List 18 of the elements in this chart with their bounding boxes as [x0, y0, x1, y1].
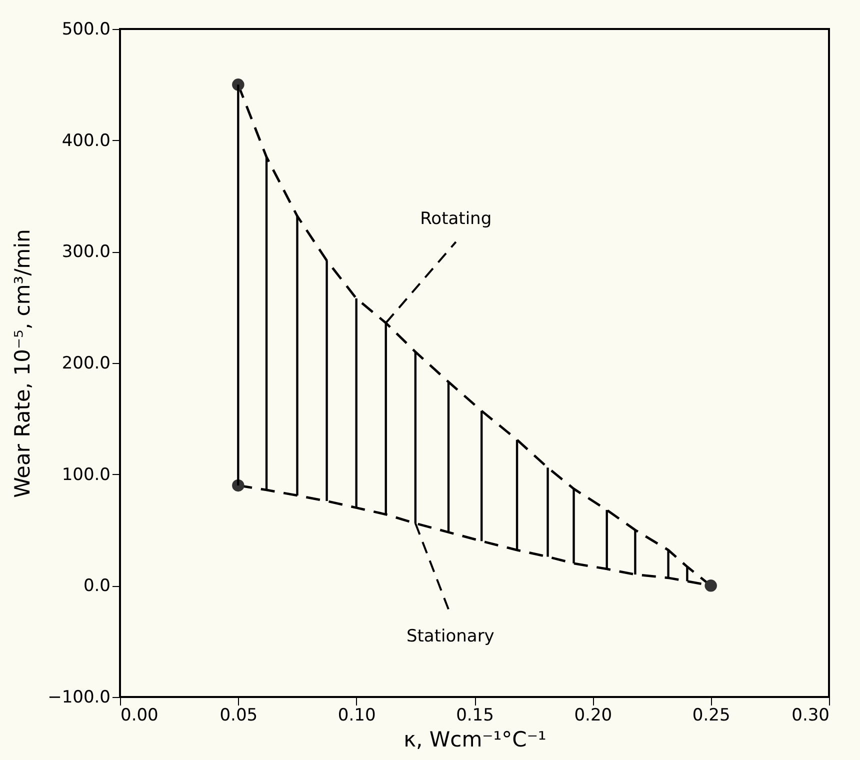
- y-tick-label: 200.0: [62, 354, 110, 374]
- y-tick-label: 500.0: [62, 20, 110, 40]
- x-tick-label: 0.00: [120, 706, 158, 726]
- y-tick-label: 0.0: [83, 576, 110, 596]
- annotation: Stationary: [406, 626, 494, 646]
- y-tick-label: 300.0: [62, 242, 110, 262]
- x-tick-label: 0.10: [338, 706, 376, 726]
- y-tick-label: 100.0: [62, 464, 110, 485]
- y-tick-label: 400.0: [62, 130, 110, 151]
- x-tick-label: 0.20: [574, 706, 612, 726]
- x-tick-label: 0.15: [456, 706, 494, 726]
- y-tick-label: −100.0: [48, 688, 110, 708]
- x-tick-label: 0.25: [692, 706, 730, 726]
- x-tick-label: 0.05: [220, 706, 258, 726]
- x-tick-label: 0.30: [792, 706, 830, 726]
- annotation: Rotating: [420, 208, 492, 229]
- x-axis-title: κ, Wcm⁻¹°C⁻¹: [404, 728, 546, 752]
- y-axis-title: Wear Rate, 10⁻⁵, cm³/min: [10, 229, 35, 498]
